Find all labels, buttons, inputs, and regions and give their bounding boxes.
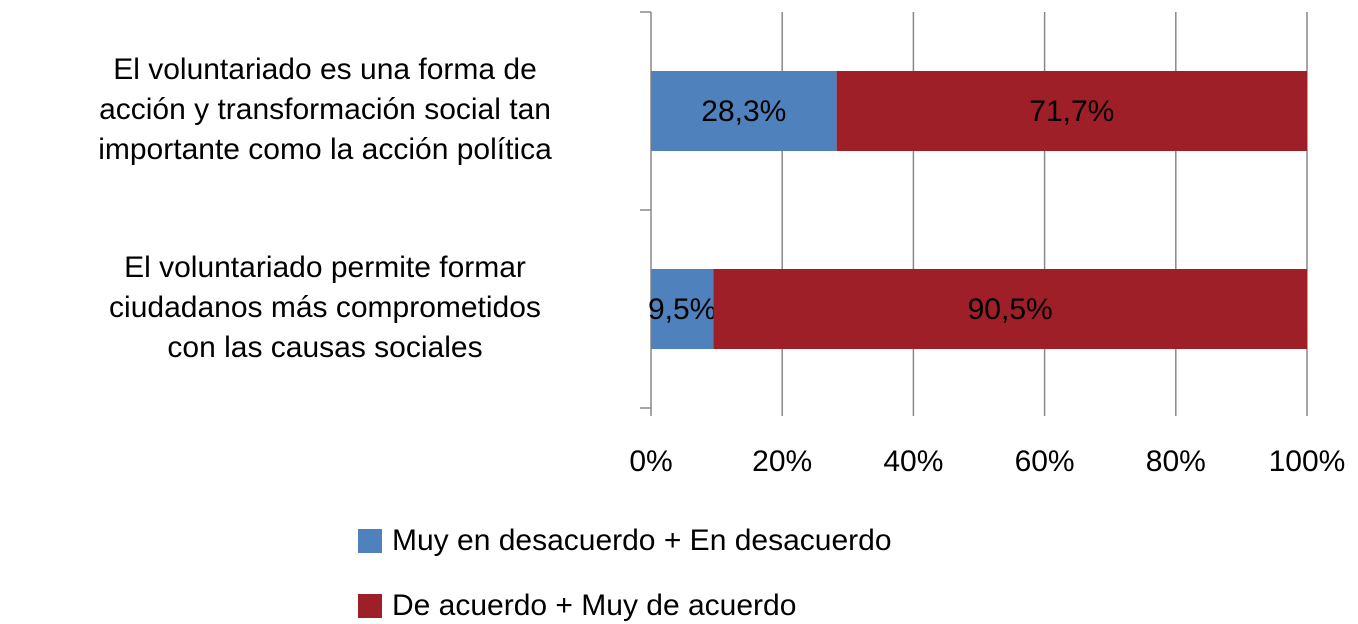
- bar-segment: [651, 269, 714, 349]
- bar-segment: [713, 269, 1307, 349]
- category-label: El voluntariado es una forma de acción y …: [98, 53, 552, 166]
- legend-label: Muy en desacuerdo + En desacuerdo: [392, 524, 892, 557]
- legend-swatch: [358, 529, 382, 553]
- x-tick-label: 40%: [883, 445, 943, 478]
- x-tick-label: 80%: [1146, 445, 1206, 478]
- bar-segment: [651, 71, 837, 151]
- legend-swatch: [358, 594, 382, 618]
- legend-label: De acuerdo + Muy de acuerdo: [392, 589, 796, 622]
- x-tick-label: 100%: [1269, 445, 1346, 478]
- x-tick-label: 0%: [629, 445, 672, 478]
- data-label: 90,5%: [968, 293, 1053, 326]
- x-tick-label: 60%: [1015, 445, 1075, 478]
- data-label: 71,7%: [1029, 95, 1114, 128]
- data-label: 28,3%: [701, 95, 786, 128]
- data-label: 9,5%: [648, 293, 716, 326]
- x-tick-label: 20%: [752, 445, 812, 478]
- bar-segment: [836, 71, 1307, 151]
- category-label: El voluntariado permite formar ciudadanos…: [109, 251, 541, 364]
